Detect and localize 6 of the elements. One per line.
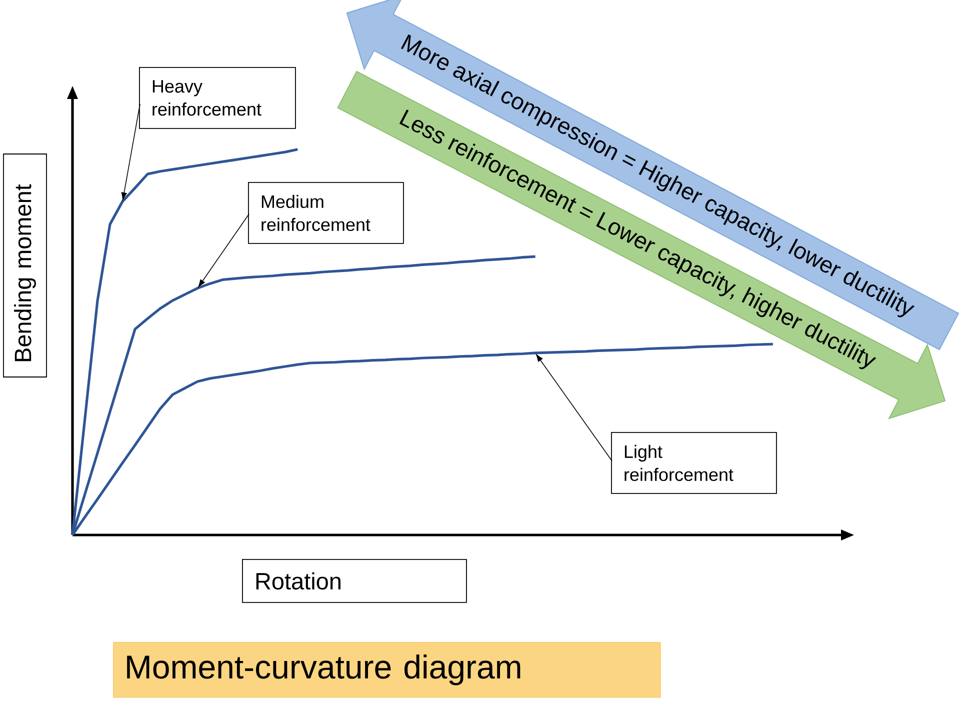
y-axis-title: Bending moment [14, 184, 36, 362]
annotation: Medium reinforcement [262, 194, 370, 232]
text: Heavy reinforcement [152, 80, 262, 116]
annotation: Light reinforcement [624, 444, 734, 482]
x-axis-title: Rotation [256, 572, 340, 590]
text: Moment-curvature diagram [127, 654, 520, 686]
